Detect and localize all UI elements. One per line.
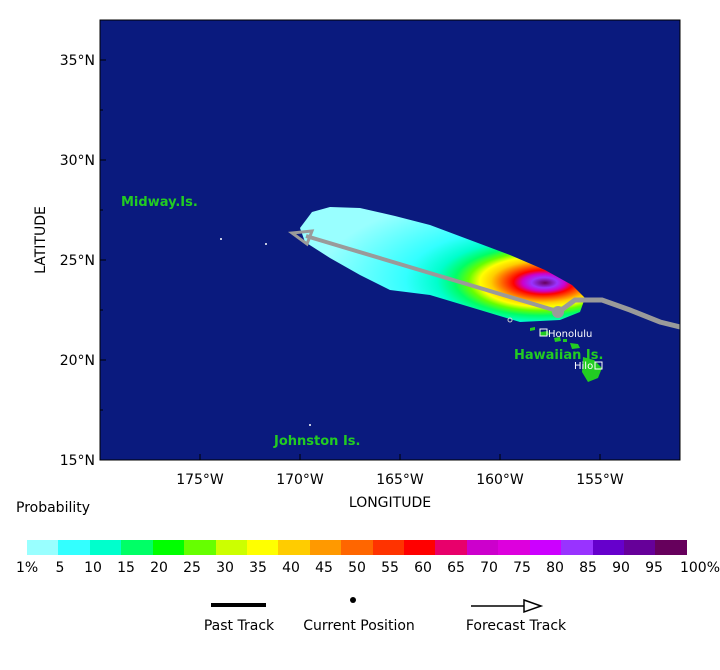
legend-tick-label: 70 — [480, 560, 498, 576]
lon-tick-marks — [199, 454, 601, 460]
forecast-track-key-arrow — [523, 598, 544, 614]
legend-tick-label: 85 — [579, 560, 597, 576]
honolulu-label: Honolulu — [548, 329, 592, 340]
current-position-key-dot — [350, 597, 356, 603]
past-track-line — [558, 297, 680, 330]
legend-swatch — [184, 540, 216, 555]
legend-swatch — [404, 540, 436, 555]
legend-tick-label: 30 — [216, 560, 234, 576]
legend-swatch — [89, 540, 122, 555]
legend-title: Probability — [16, 500, 91, 516]
hawaiian-islands — [530, 327, 602, 382]
hilo-label: Hilo — [574, 361, 593, 372]
legend-tick-label: 65 — [447, 560, 465, 576]
lat-tick-15: 15°N — [60, 453, 95, 469]
legend-swatch — [121, 540, 153, 555]
legend-tick-label: 80 — [546, 560, 564, 576]
legend-tick-label: 60 — [414, 560, 432, 576]
legend-tick-label: 55 — [381, 560, 399, 576]
lat-tick-20: 20°N — [60, 353, 95, 369]
legend-tick-label: 100% — [679, 560, 720, 576]
probability-color-bar — [27, 540, 687, 555]
legend-tick-label: 15 — [117, 560, 135, 576]
legend-tick-label: 5 — [55, 560, 65, 576]
lon-tick-170: 170°W — [276, 472, 324, 488]
forecast-arrowhead — [287, 229, 315, 247]
legend-swatch — [309, 540, 342, 555]
legend-tick-label: 45 — [315, 560, 333, 576]
x-axis-label: LONGITUDE — [349, 495, 431, 511]
current-position-marker — [552, 306, 564, 318]
legend-swatch — [27, 540, 59, 555]
lat-tick-25: 25°N — [60, 253, 95, 269]
legend-swatch — [341, 540, 373, 555]
legend-tick-label: 75 — [513, 560, 531, 576]
lat-tick-30: 30°N — [60, 153, 95, 169]
legend-swatch — [624, 540, 656, 555]
legend-swatch — [561, 540, 593, 555]
legend-swatch — [58, 540, 90, 555]
legend-swatch — [498, 540, 530, 555]
map-frame — [99, 19, 681, 461]
lon-tick-165: 165°W — [376, 472, 424, 488]
probability-tick-labels: 1% 5 10 15 20 25 30 35 40 45 50 55 60 65 70 75 80 85 90 95 1… — [0, 560, 720, 578]
y-axis-label: LATITUDE — [33, 206, 49, 274]
midway-label: Midway.Is. — [121, 195, 198, 210]
legend-tick-label: 50 — [348, 560, 366, 576]
legend-swatch — [372, 540, 405, 555]
johnston-label: Johnston Is. — [273, 434, 360, 449]
lon-tick-160: 160°W — [476, 472, 524, 488]
hawaiian-islands-label: Hawaiian Is. — [514, 348, 603, 363]
legend-tick-label: 20 — [150, 560, 168, 576]
forecast-track-label: Forecast Track — [465, 618, 567, 634]
legend-tick-label: 10 — [84, 560, 102, 576]
legend-tick-label: 1% — [16, 560, 39, 576]
legend-swatch — [152, 540, 185, 555]
forecast-track-line — [305, 234, 558, 313]
legend-tick-label: 95 — [645, 560, 663, 576]
current-position-label: Current Position — [303, 618, 415, 634]
legend-tick-label: 90 — [612, 560, 630, 576]
lon-tick-155: 155°W — [576, 472, 624, 488]
legend-swatch — [246, 540, 279, 555]
honolulu-marker — [539, 328, 548, 337]
legend-swatch — [278, 540, 310, 555]
lat-tick-35: 35°N — [60, 53, 95, 69]
lon-tick-175: 175°W — [176, 472, 224, 488]
lat-tick-marks — [100, 59, 106, 411]
legend-swatch — [655, 540, 687, 555]
legend-swatch — [529, 540, 562, 555]
legend-tick-label: 40 — [282, 560, 300, 576]
legend-tick-label: 25 — [183, 560, 201, 576]
probability-swath — [300, 207, 585, 322]
legend-tick-label: 35 — [249, 560, 267, 576]
legend-swatch — [592, 540, 625, 555]
past-track-label: Past Track — [203, 618, 275, 634]
legend-swatch — [466, 540, 499, 555]
legend-swatch — [435, 540, 467, 555]
legend-swatch — [215, 540, 247, 555]
hilo-marker — [594, 361, 603, 370]
